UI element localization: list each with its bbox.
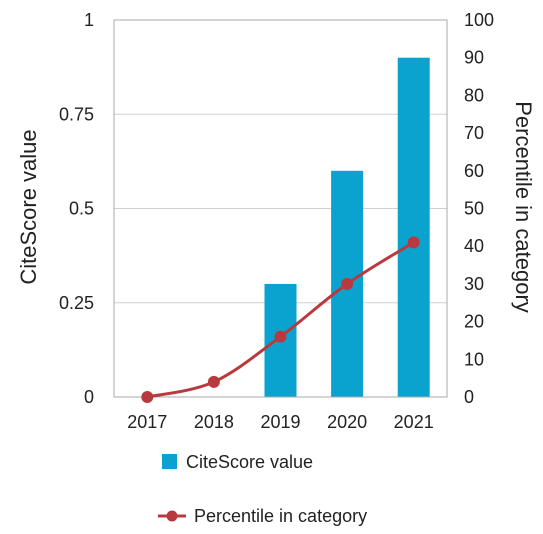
legend-line-marker — [166, 510, 178, 522]
y-tick-label: 0.5 — [69, 199, 94, 219]
percentile-point-2017 — [141, 391, 154, 403]
x-tick-label: 2021 — [394, 412, 434, 432]
bar-2021 — [397, 57, 430, 397]
y2-tick-label: 60 — [464, 161, 484, 181]
y2-axis-label: Percentile in category — [511, 101, 536, 313]
y2-tick-label: 50 — [464, 199, 484, 219]
percentile-point-2020 — [341, 277, 354, 290]
y2-tick-label: 40 — [464, 236, 484, 256]
y2-tick-label: 80 — [464, 85, 484, 105]
x-tick-label: 2019 — [260, 412, 300, 432]
y2-tick-label: 100 — [464, 10, 494, 30]
y2-tick-label: 30 — [464, 274, 484, 294]
y2-tick-label: 70 — [464, 123, 484, 143]
y2-tick-label: 10 — [464, 349, 484, 369]
y2-tick-label: 90 — [464, 48, 484, 68]
y-axis-label: CiteScore value — [16, 129, 41, 284]
y2-tick-label: 0 — [464, 387, 474, 407]
x-tick-label: 2020 — [327, 412, 367, 432]
legend-bar-swatch — [162, 454, 177, 469]
percentile-point-2018 — [207, 375, 220, 388]
bars-layer — [264, 57, 430, 397]
x-tick-label: 2018 — [194, 412, 234, 432]
legend-bar-label: CiteScore value — [186, 452, 313, 472]
y-tick-label: 1 — [84, 10, 94, 30]
plot-frame — [113, 19, 448, 398]
legend-line-label: Percentile in category — [194, 506, 367, 526]
percentile-point-2019 — [274, 330, 287, 343]
y-tick-label: 0 — [84, 387, 94, 407]
y2-tick-label: 20 — [464, 312, 484, 332]
y-tick-label: 0.25 — [59, 293, 94, 313]
x-tick-label: 2017 — [127, 412, 167, 432]
frame-layer — [113, 19, 448, 398]
percentile-point-2021 — [407, 236, 420, 249]
y-tick-label: 0.75 — [59, 104, 94, 124]
legend: CiteScore value Percentile in category — [158, 452, 367, 526]
line-layer — [141, 236, 420, 403]
